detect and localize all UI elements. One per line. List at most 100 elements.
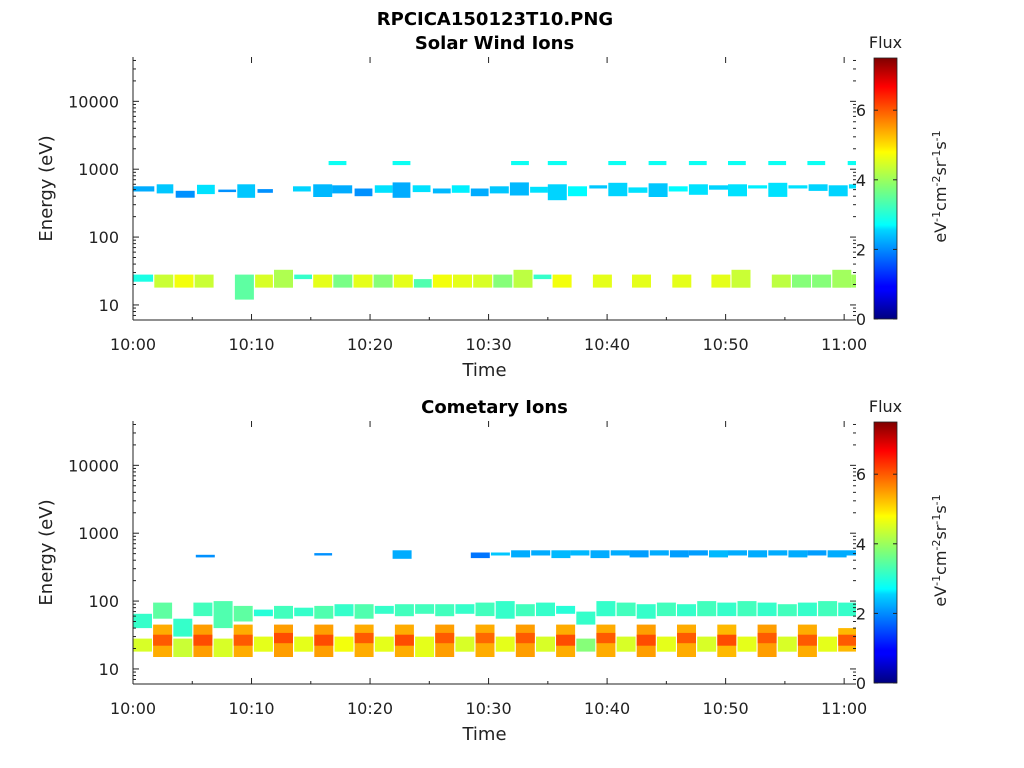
spectrogram-cell — [415, 604, 435, 614]
colorbar-tick-label: 4 — [856, 535, 866, 554]
spectrogram-cell — [768, 161, 787, 166]
spectrogram-cell — [435, 604, 455, 617]
spectrogram-cell — [213, 638, 233, 657]
spectrogram-cell — [672, 274, 692, 288]
spectrogram-cell — [294, 607, 314, 617]
spectrogram-cell — [173, 618, 193, 637]
spectrogram-cell — [656, 602, 676, 617]
spectrogram-cell — [353, 274, 373, 288]
spectrogram-cell — [533, 274, 552, 280]
colorbar-tick-label: 0 — [856, 310, 866, 329]
spectrogram-cell — [133, 274, 154, 282]
spectrogram-cell — [848, 184, 856, 189]
spectrogram-cell — [828, 185, 848, 197]
spectrogram-cells — [133, 161, 856, 300]
spectrogram-cell — [688, 550, 708, 556]
spectrogram-cell — [768, 550, 788, 556]
x-axis-label: Time — [461, 724, 506, 745]
spectrogram-cell — [253, 609, 273, 617]
x-tick-label: 10:50 — [703, 699, 749, 718]
spectrogram-cell — [709, 185, 728, 190]
spectrogram-cell — [818, 636, 838, 652]
spectrogram-cell — [475, 602, 495, 617]
y-tick-label: 10000 — [68, 456, 119, 475]
spectrogram-cell — [513, 269, 533, 288]
spectrogram-cell — [257, 189, 273, 193]
colorbar-title: Flux — [869, 397, 902, 416]
spectrogram-cell — [432, 188, 451, 194]
spectrogram-cell — [636, 634, 656, 646]
spectrogram-cell — [511, 161, 529, 166]
spectrogram-cell — [294, 636, 314, 652]
figure-title: RPCICA150123T10.PNG — [377, 9, 613, 30]
spectrogram-cell — [193, 602, 213, 617]
spectrogram-cell — [748, 185, 768, 189]
spectrogram-cell — [531, 550, 551, 556]
spectrogram-cell — [451, 185, 470, 193]
spectrogram-cell — [154, 274, 174, 288]
spectrogram-cell — [771, 274, 791, 288]
spectrogram-cell — [592, 274, 612, 288]
spectrogram-cell — [293, 186, 311, 192]
spectrogram-cell — [737, 601, 757, 617]
spectrogram-cell — [193, 634, 213, 646]
colorbar: Flux 0 2 4 6 eV-1cm-2sr-1s-1 — [856, 33, 950, 329]
x-tick-label: 10:40 — [584, 335, 630, 354]
spectrogram-cell — [812, 274, 832, 288]
spectrogram-cell — [807, 550, 827, 556]
spectrogram-cell — [413, 279, 432, 288]
spectrogram-cell — [589, 185, 608, 189]
spectrogram-cell — [536, 636, 555, 652]
spectrogram-cell — [156, 184, 174, 194]
spectrogram-cell — [556, 605, 576, 614]
spectrogram-cell — [576, 638, 596, 652]
spectrogram-cell — [636, 604, 656, 619]
spectrogram-cells — [133, 550, 856, 657]
spectrogram-cell — [153, 602, 173, 619]
spectrogram-cell — [797, 602, 817, 617]
x-tick-label: 10:50 — [703, 335, 749, 354]
spectrogram-cell — [432, 274, 452, 288]
spectrogram-cell — [493, 274, 513, 288]
colorbar-title: Flux — [869, 33, 902, 52]
y-tick-label: 10 — [99, 296, 119, 315]
spectrogram-cell — [757, 632, 777, 644]
spectrogram-cell — [274, 632, 293, 644]
spectrogram-cell — [547, 184, 567, 201]
spectrogram-cell — [768, 182, 788, 197]
spectrogram-cell — [629, 550, 649, 558]
x-tick-label: 11:00 — [821, 699, 867, 718]
spectrogram-cell — [373, 274, 393, 288]
spectrogram-cell — [515, 604, 535, 617]
spectrogram-cell — [596, 632, 616, 644]
spectrogram-cell — [737, 636, 757, 652]
x-tick-label: 10:20 — [347, 335, 393, 354]
spectrogram-cell — [455, 604, 475, 614]
spectrogram-cell — [536, 602, 555, 617]
spectrogram-cell — [697, 636, 717, 652]
spectrogram-cell — [294, 274, 312, 280]
spectrogram-cell — [173, 638, 193, 657]
spectrogram-cell — [697, 601, 717, 617]
spectrogram-cell — [838, 634, 856, 646]
spectrogram-cell — [374, 185, 393, 193]
spectrogram-cell — [392, 550, 412, 559]
spectrogram-cell — [174, 274, 194, 288]
spectrogram-cell — [669, 550, 689, 558]
spectrogram-cell — [717, 634, 737, 646]
spectrogram-cell — [608, 161, 627, 166]
x-tick-label: 10:10 — [228, 699, 274, 718]
colorbar: Flux 0 2 4 6 eV-1cm-2sr-1s-1 — [856, 397, 950, 693]
spectrogram-cell — [255, 274, 273, 288]
spectrogram-cell — [334, 636, 354, 652]
spectrogram-cell — [576, 611, 596, 625]
x-tick-label: 10:40 — [584, 699, 630, 718]
spectrogram-cell — [393, 274, 413, 288]
spectrogram-cell — [731, 269, 751, 288]
spectrogram-cell — [253, 636, 273, 652]
spectrogram-cell — [832, 269, 852, 288]
spectrogram-cell — [495, 636, 515, 652]
spectrogram-cell — [608, 182, 628, 197]
x-tick-label: 10:30 — [466, 699, 512, 718]
spectrogram-cell — [133, 613, 152, 629]
